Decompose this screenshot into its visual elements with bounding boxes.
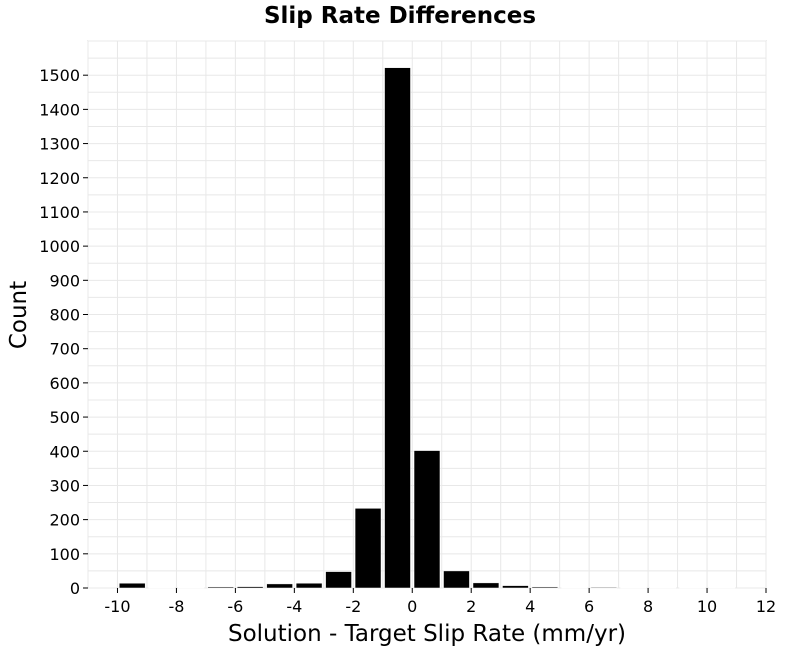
y-tick-label: 1500	[39, 66, 80, 85]
plot-area	[87, 40, 767, 589]
histogram-bar	[236, 586, 264, 589]
y-tick-label: 300	[49, 476, 80, 495]
y-tick-label: 400	[49, 442, 80, 461]
histogram-bar	[118, 582, 146, 589]
y-tick-label: 1200	[39, 169, 80, 188]
x-axis-label: Solution - Target Slip Rate (mm/yr)	[228, 621, 626, 647]
y-tick-label: 0	[70, 579, 80, 598]
histogram-bar	[443, 570, 470, 589]
x-tick-label: -2	[345, 597, 361, 616]
histogram-bar	[413, 450, 441, 589]
x-tick-label: 10	[697, 597, 717, 616]
x-tick-label: 12	[756, 597, 776, 616]
x-tick-label: -6	[227, 597, 243, 616]
x-tick-label: 4	[525, 597, 535, 616]
y-tick-label: 1400	[39, 100, 80, 119]
histogram-bar	[295, 582, 323, 589]
histogram-bar	[207, 586, 234, 589]
y-tick-label: 100	[49, 545, 80, 564]
chart-title: Slip Rate Differences	[264, 3, 536, 29]
x-tick-label: -4	[286, 597, 302, 616]
y-tick-label: 700	[49, 340, 80, 359]
histogram-bar	[472, 582, 500, 589]
y-tick-label: 200	[49, 511, 80, 530]
histogram-bar	[502, 585, 529, 589]
x-tick-label: 2	[466, 597, 476, 616]
y-tick-label: 900	[49, 271, 80, 290]
y-tick-label: 1100	[39, 203, 80, 222]
histogram-bar	[354, 508, 382, 589]
y-tick-label: 1000	[39, 237, 80, 256]
histogram-bar	[325, 571, 352, 589]
x-tick-label: 0	[407, 597, 417, 616]
histogram-bar	[531, 586, 559, 589]
histogram-bar	[384, 67, 411, 589]
histogram-bar	[266, 583, 293, 589]
y-axis-label: Count	[6, 281, 32, 349]
y-tick-label: 1300	[39, 135, 80, 154]
bars	[118, 67, 736, 589]
x-tick-label: 8	[643, 597, 653, 616]
x-tick-label: -10	[104, 597, 130, 616]
y-tick-label: 800	[49, 306, 80, 325]
y-axis: 0 100 200 300 400 500 600 700 800 900 1000 1100 1200…	[39, 66, 88, 598]
x-tick-label: -8	[168, 597, 184, 616]
histogram-bar	[590, 587, 618, 589]
y-tick-label: 500	[49, 408, 80, 427]
x-tick-label: 6	[584, 597, 594, 616]
x-axis: -10 -8 -6 -4 -2 0 2 4 6 8 10 12	[104, 588, 776, 616]
y-tick-label: 600	[49, 374, 80, 393]
